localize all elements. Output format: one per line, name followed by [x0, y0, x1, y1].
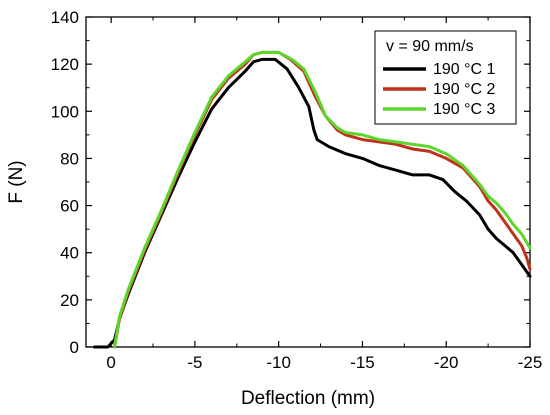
y-tick-label: 0 — [70, 338, 79, 357]
legend: v = 90 mm/s 190 °C 1 190 °C 2 190 °C 3 — [374, 30, 517, 125]
axis-ticks — [86, 16, 531, 348]
series-line-3 — [113, 50, 532, 349]
x-tick-label: 0 — [106, 353, 115, 372]
x-axis-title: Deflection (mm) — [241, 388, 375, 409]
x-tick-label: -10 — [266, 353, 291, 372]
legend-title: v = 90 mm/s — [386, 38, 474, 55]
y-tick-label: 80 — [60, 149, 79, 168]
series-lines — [92, 50, 532, 349]
y-tick-label: 140 — [51, 8, 79, 27]
y-tick-label: 20 — [60, 291, 79, 310]
x-tick-label: -5 — [187, 353, 202, 372]
y-tick-label: 40 — [60, 244, 79, 263]
legend-label-2: 190 °C 2 — [433, 81, 496, 98]
legend-label-1: 190 °C 1 — [433, 61, 496, 78]
y-tick-label: 120 — [51, 55, 79, 74]
axis-tick-labels: 0 -5 -10 -15 -20 -25 0 20 40 60 80 100 120 140 — [51, 8, 543, 372]
x-tick-label: -20 — [434, 353, 459, 372]
x-tick-label: -15 — [350, 353, 375, 372]
y-tick-label: 60 — [60, 197, 79, 216]
y-axis-title: F (N) — [6, 160, 27, 203]
y-tick-label: 100 — [51, 102, 79, 121]
x-tick-label: -25 — [518, 353, 543, 372]
legend-label-3: 190 °C 3 — [433, 101, 496, 118]
legend-entries: 190 °C 1 190 °C 2 190 °C 3 — [383, 61, 496, 118]
